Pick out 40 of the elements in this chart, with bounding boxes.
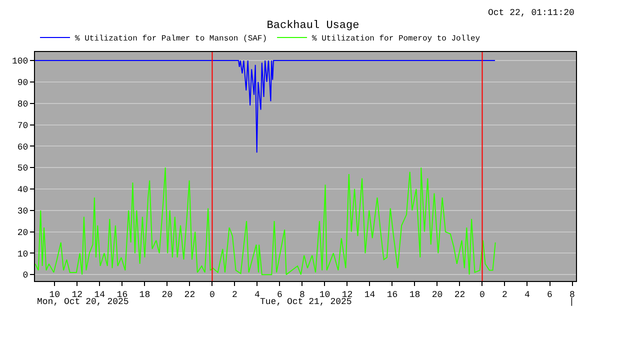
y-tick-label: 50 (17, 164, 28, 174)
y-tick-label: 80 (17, 100, 28, 110)
y-tick-label: 100 (12, 56, 28, 67)
x-tick-label: 22 (454, 290, 466, 300)
line-series (35, 167, 496, 276)
y-tick-label: 90 (17, 78, 28, 88)
text: | (569, 297, 574, 307)
x-tick-label: 8 (570, 290, 575, 300)
y-tick-label: 20 (17, 228, 28, 238)
x-tick-label: 0 (480, 290, 485, 300)
x-tick-label: 20 (162, 290, 173, 300)
legend-label: % Utilization for Pomeroy to Jolley (312, 34, 480, 44)
y-tick-label: 30 (17, 206, 28, 217)
text: Tue, Oct 21, 2025 (260, 297, 352, 307)
x-tick-label: 14 (364, 290, 376, 300)
x-tick-label: 6 (547, 290, 552, 300)
x-tick-label: 18 (409, 290, 420, 300)
x-tick-label: 6 (277, 290, 282, 300)
chart-title: Backhaul Usage (266, 20, 360, 32)
text: Mon, Oct 20, 2025 (37, 297, 129, 307)
y-tick-label: 40 (17, 185, 28, 196)
y-tick-label: 0 (22, 270, 28, 281)
x-tick-label: 22 (184, 290, 196, 300)
x-tick-label: 14 (94, 290, 106, 300)
x-tick-label: 2 (502, 290, 508, 300)
legend-label: % Utilization for Palmer to Manson (SAF) (75, 34, 268, 44)
y-tick-label: 60 (17, 142, 28, 152)
x-tick-label: 10 (319, 290, 330, 300)
text: Oct 22, 01:11:20 (488, 8, 574, 18)
x-tick-label: 4 (524, 290, 530, 300)
x-tick-label: 4 (254, 290, 260, 300)
x-tick-label: 2 (232, 290, 238, 300)
x-tick-label: 16 (386, 290, 398, 300)
x-tick-label: 10 (49, 290, 60, 300)
line-series (35, 60, 496, 154)
x-tick-label: 20 (432, 290, 443, 300)
x-tick-label: 0 (210, 290, 215, 300)
y-tick-label: 10 (17, 249, 28, 260)
y-tick-label: 70 (17, 120, 28, 131)
x-tick-label: 18 (139, 290, 150, 300)
